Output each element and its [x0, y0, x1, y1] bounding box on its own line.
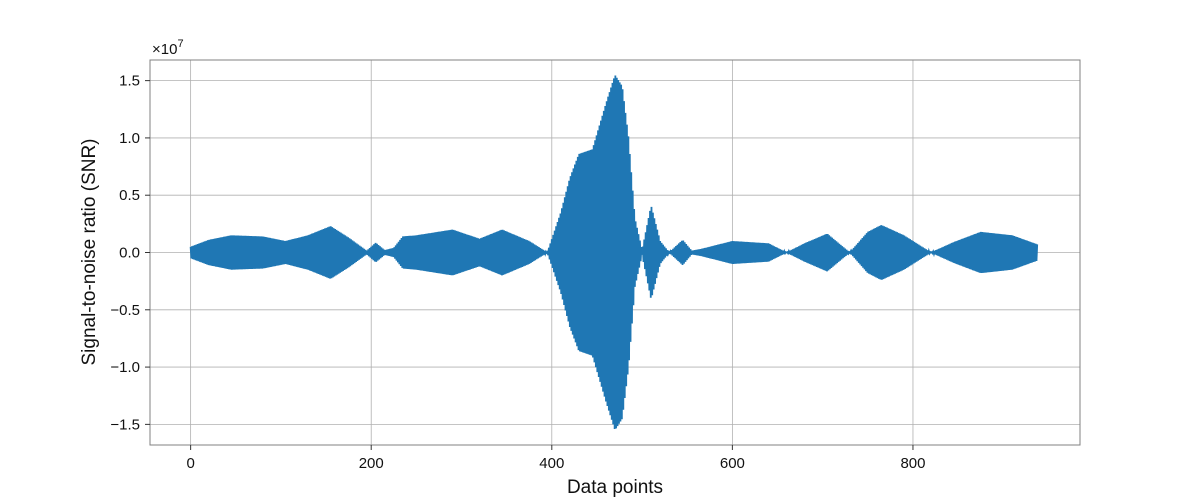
y-axis: −1.5 −1.0 −0.5 0.0 0.5 1.0 1.5	[110, 73, 150, 433]
y-tick-label: −0.5	[110, 302, 140, 319]
snr-signal-line	[189, 75, 1039, 429]
x-axis-label: Data points	[567, 477, 663, 498]
y-axis-label: Signal-to-noise ratio (SNR)	[79, 138, 100, 365]
y-tick-label: 0.5	[119, 187, 140, 204]
x-tick-label: 600	[720, 455, 745, 472]
y-tick-label: −1.5	[110, 416, 140, 433]
x-tick-label: 200	[359, 455, 384, 472]
y-tick-label: −1.0	[110, 359, 140, 376]
y-tick-label: 0.0	[119, 245, 140, 262]
x-axis: 0 200 400 600 800	[186, 445, 925, 472]
y-tick-label: 1.0	[119, 130, 140, 147]
x-tick-label: 400	[539, 455, 564, 472]
x-tick-label: 0	[186, 455, 194, 472]
y-multiplier: ×107	[152, 38, 184, 58]
y-tick-label: 1.5	[119, 73, 140, 90]
plot-area	[189, 75, 1039, 429]
x-tick-label: 800	[900, 455, 925, 472]
